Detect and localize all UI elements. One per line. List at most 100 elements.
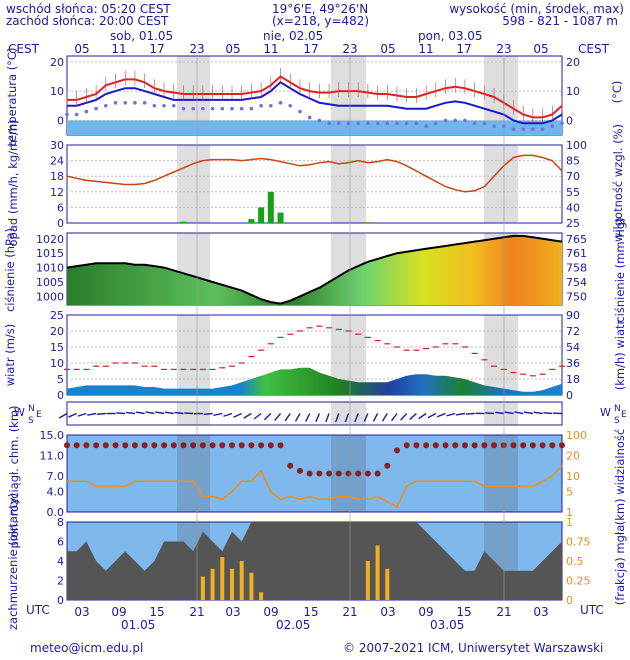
wind-direction-arrow xyxy=(504,411,514,415)
precip-tick: 0 xyxy=(57,217,64,230)
bottom-hour-label: 09 xyxy=(111,605,126,619)
cloud-base-point xyxy=(384,462,391,469)
temperature-tick-right: 20 xyxy=(566,56,580,69)
wind-tick-right: 36 xyxy=(566,357,580,370)
dewpoint-line xyxy=(67,81,563,125)
wind-tick: 20 xyxy=(50,325,64,338)
top-hour-label: 23 xyxy=(342,42,357,56)
temperature-line xyxy=(67,75,563,119)
wind-direction-arrow xyxy=(409,412,417,420)
sunrise-label: wschód słońca: 05:20 CEST xyxy=(6,2,171,16)
fog-bar xyxy=(249,572,254,600)
wind-chill-point xyxy=(113,101,118,105)
cloud-base-point xyxy=(161,442,168,449)
wind-direction-arrow xyxy=(77,412,87,417)
cloud-base-point xyxy=(93,442,100,449)
wind-tick: 15 xyxy=(50,341,64,354)
wind-chill-point xyxy=(511,127,516,131)
height-values: 598 - 821 - 1087 m xyxy=(502,14,618,28)
humidity-tick: 100 xyxy=(566,139,587,152)
night-band xyxy=(177,315,210,395)
wind-direction-arrow xyxy=(363,413,369,423)
fog-bar xyxy=(210,568,215,600)
night-band xyxy=(177,145,210,223)
night-band xyxy=(484,145,518,223)
bottom-hour-label: 15 xyxy=(149,605,164,619)
precip-tick: 30 xyxy=(50,139,64,152)
pressure-tick: 1010 xyxy=(36,262,64,275)
day-label-3: pon, 03.05 xyxy=(418,29,483,43)
wind-chill-point xyxy=(540,127,545,131)
wind-chill-point xyxy=(298,109,302,114)
wind-direction-arrow xyxy=(381,413,388,422)
fog-tick: 1 xyxy=(566,516,573,529)
cloud-base-point xyxy=(73,442,80,449)
visibility-tick: 5 xyxy=(566,485,573,498)
cloud-base-point xyxy=(209,442,216,449)
compass-w-right: W xyxy=(600,406,611,419)
bottom-hour-label: 21 xyxy=(189,605,204,619)
cloud-base-point xyxy=(442,442,449,449)
bottom-hour-label: 15 xyxy=(303,605,318,619)
cloud-base-point xyxy=(277,442,284,449)
wind-direction-arrow xyxy=(58,412,68,419)
wind-direction-arrow xyxy=(436,412,446,418)
panel-background xyxy=(67,145,562,223)
coords-label: 19°6'E, 49°26'N xyxy=(272,2,369,16)
wind-direction-arrow xyxy=(164,411,174,415)
wind-direction-arrow xyxy=(446,412,456,417)
wind-chill-point xyxy=(307,115,312,120)
wind-chill-point xyxy=(492,124,496,129)
cloud-base-point xyxy=(510,442,517,449)
wind-direction-arrow xyxy=(543,411,553,415)
cloud-base-point xyxy=(287,462,294,469)
fog-tick: 0.5 xyxy=(566,555,584,568)
compass-e: E xyxy=(36,410,42,420)
cloud-base-point xyxy=(229,442,235,449)
precip-tick: 12 xyxy=(50,186,64,199)
wind-direction-arrow xyxy=(243,412,252,419)
fog-bar xyxy=(365,561,370,600)
wind-chill-point xyxy=(84,109,89,114)
cloud-base-point xyxy=(481,442,488,449)
wind-direction-arrow xyxy=(494,411,504,415)
wind-chill-point xyxy=(327,121,331,126)
cloud-base-point xyxy=(238,442,245,449)
precip-bar xyxy=(267,191,274,223)
cloudcover-tick: 2 xyxy=(57,575,64,588)
precip-tick: 24 xyxy=(50,155,64,168)
wind-chill-point xyxy=(259,103,263,108)
wind-direction-arrow xyxy=(203,412,213,416)
tz-bottom-left: UTC xyxy=(26,603,50,617)
contact-email[interactable]: meteo@icm.edu.pl xyxy=(30,641,144,655)
cloud-base-point xyxy=(432,442,439,449)
cloud-base-point xyxy=(364,470,371,477)
night-band xyxy=(177,402,210,425)
precip-bar xyxy=(248,219,255,223)
cloud-base-point xyxy=(471,442,478,449)
panel-frame xyxy=(66,434,563,513)
compass-e-right: E xyxy=(621,410,627,420)
cloud-base-point xyxy=(258,442,265,449)
cloud-base-point xyxy=(374,470,381,477)
fog-tick: 0.25 xyxy=(566,575,591,588)
fog-bar xyxy=(230,568,234,600)
compass-n: N xyxy=(28,404,35,414)
night-band xyxy=(331,145,366,223)
cloud-base-point xyxy=(131,442,138,449)
wind-chill-point xyxy=(171,103,176,108)
visibility-line xyxy=(67,465,563,509)
wind-chill-point xyxy=(346,121,351,126)
night-band xyxy=(484,315,518,395)
pressure-tick: 1000 xyxy=(36,290,64,303)
top-hour-label: 17 xyxy=(149,42,164,56)
compass-n-right: N xyxy=(614,404,621,414)
wind-chill-point xyxy=(65,112,69,117)
wind-direction-arrow xyxy=(145,411,155,415)
wind-direction-arrow xyxy=(96,412,106,416)
top-hour-label: 05 xyxy=(533,42,548,56)
grid-label: (x=218, y=482) xyxy=(272,14,370,28)
wind-direction-arrow xyxy=(233,412,242,418)
cloud-base-point xyxy=(122,442,129,449)
